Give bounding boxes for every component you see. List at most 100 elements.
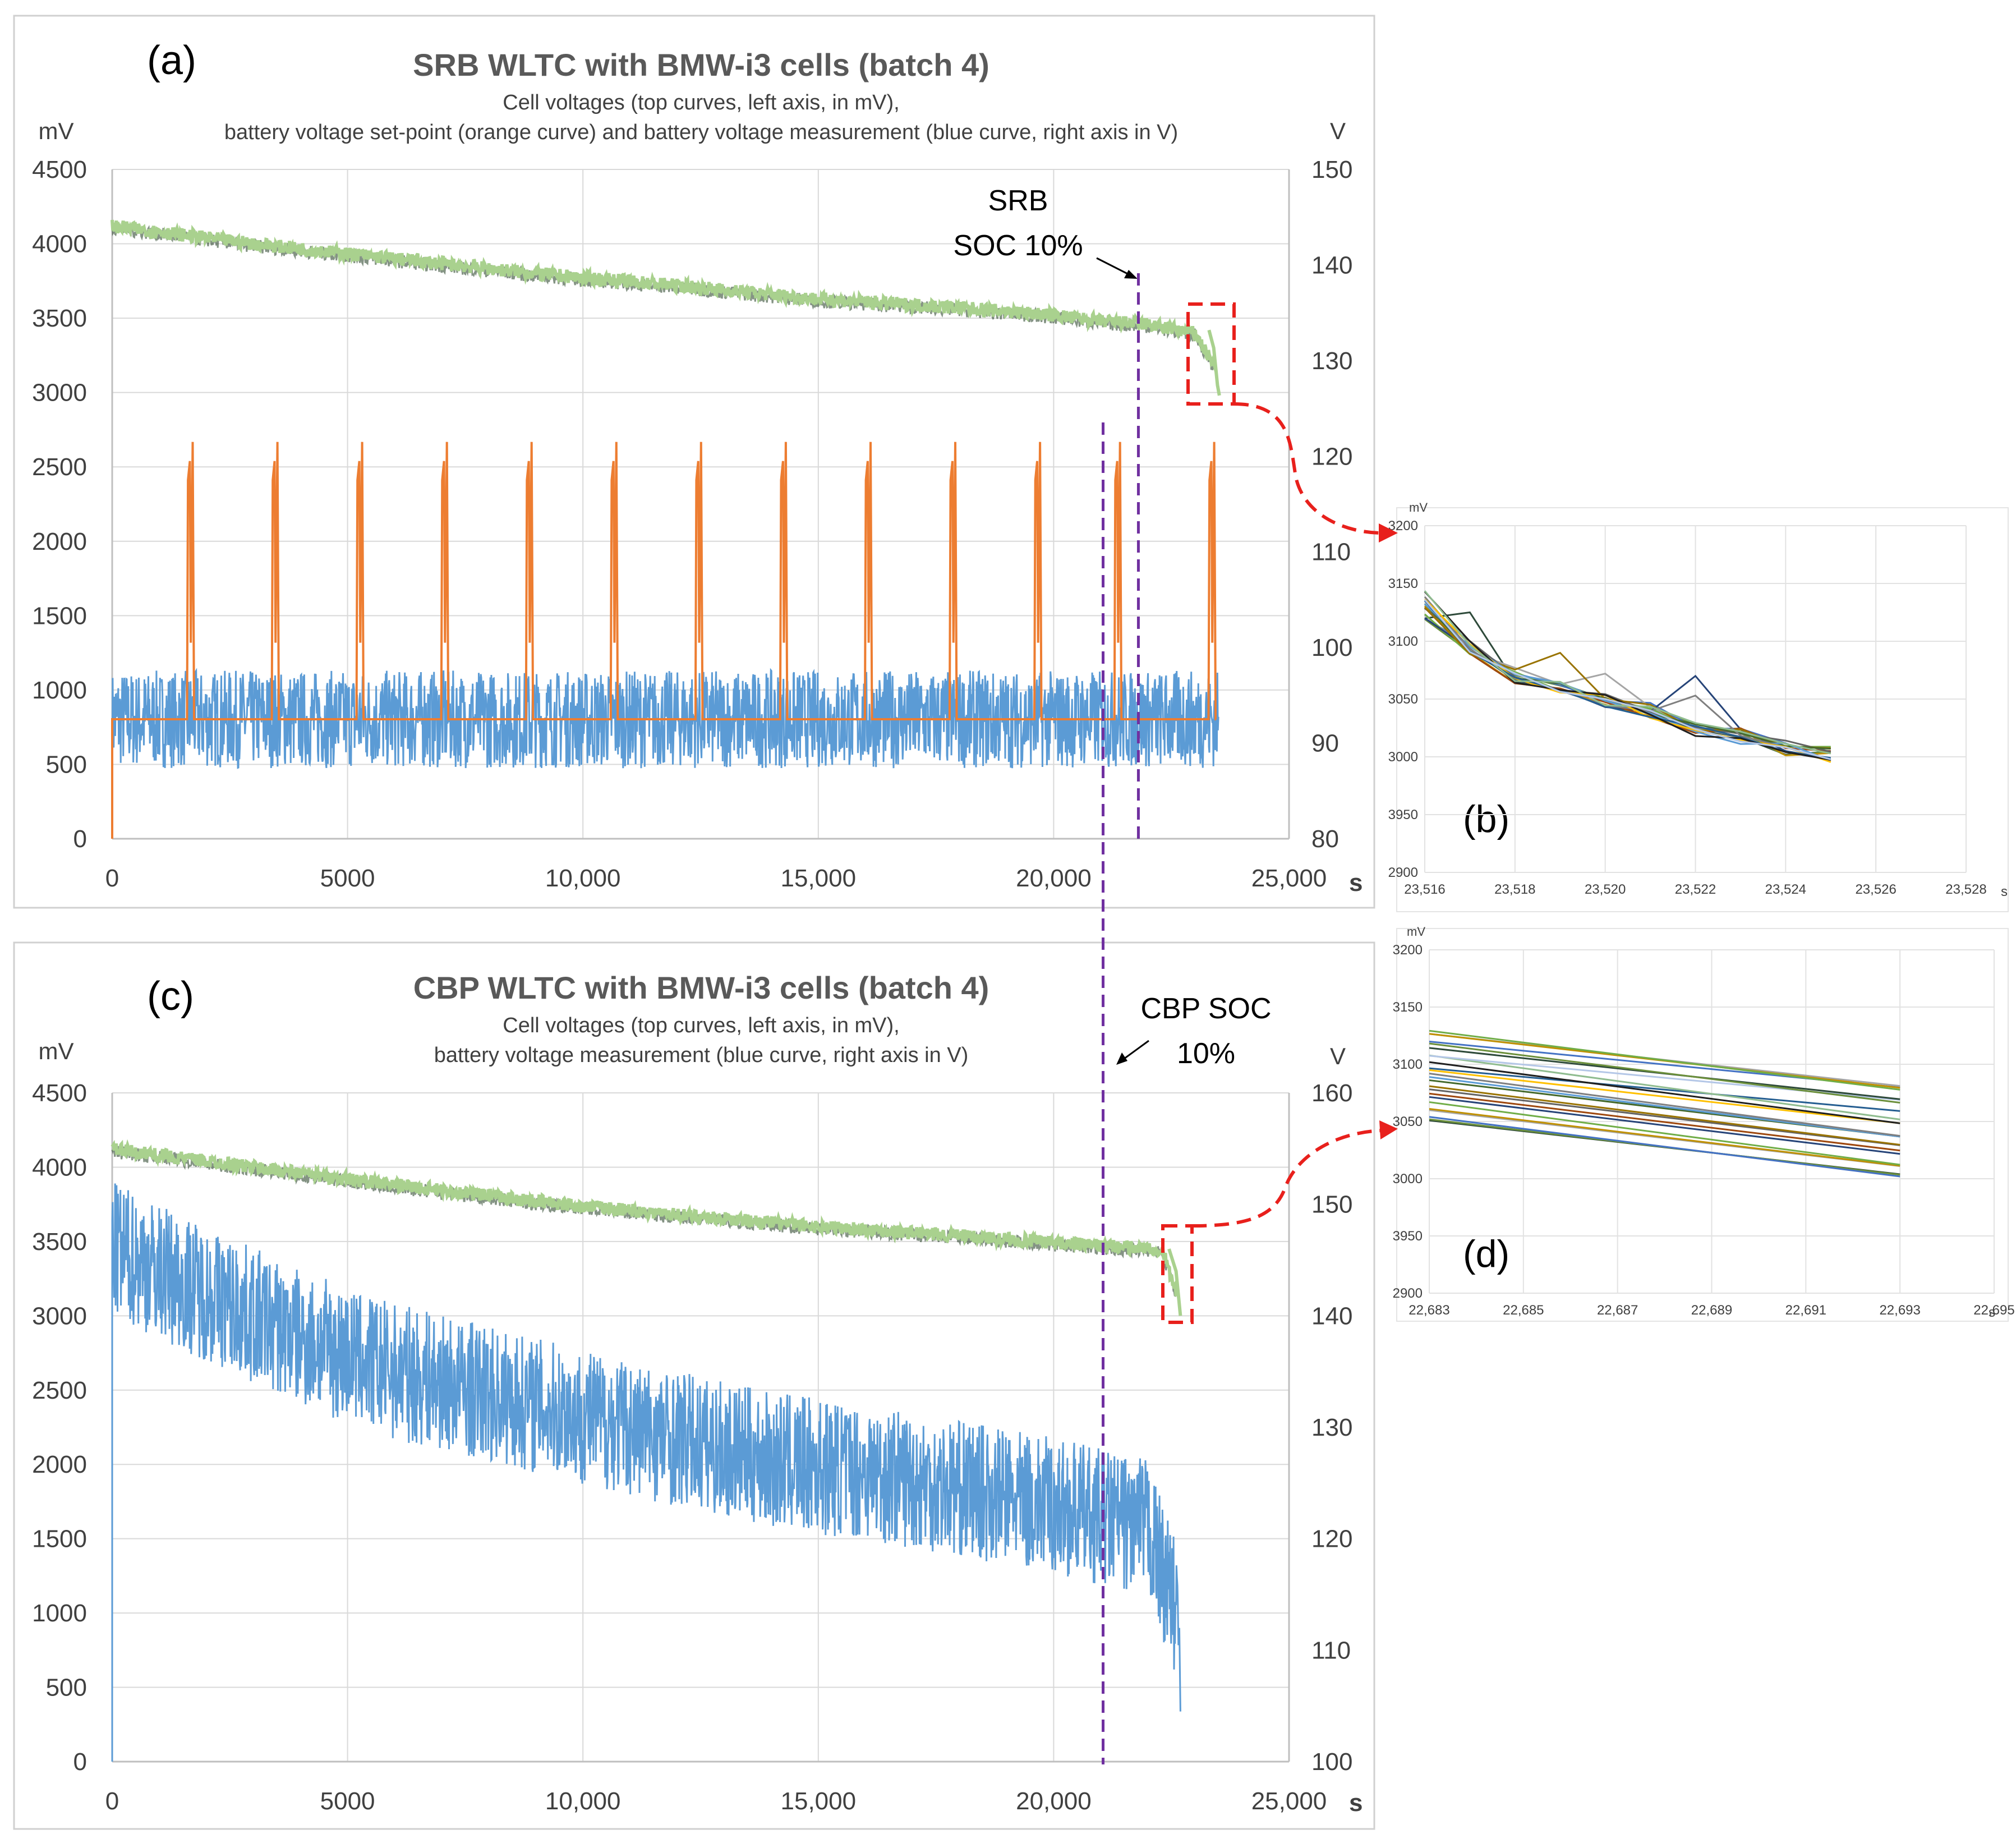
- panel-a-title: SRB WLTC with BMW-i3 cells (batch 4): [413, 47, 989, 82]
- inset-d-cell-series: [1429, 1069, 1900, 1124]
- zoom-connector-a: [1233, 402, 1383, 535]
- inset-d-cell-series: [1429, 1067, 1900, 1112]
- panel-c-y2axis: 100 110 120 130 140 150 160: [1311, 1079, 1352, 1776]
- inset-xtick-label: 23,520: [1585, 882, 1626, 897]
- ytick-label: 500: [46, 1674, 87, 1702]
- inset-ytick-label: 3200: [1393, 943, 1423, 958]
- panel-b-ylabel: mV: [1409, 500, 1428, 514]
- panel-d-xaxis: 22,683 22,685 22,687 22,689 22,691 22,693 22,6…: [1409, 1303, 2014, 1318]
- inset-xtick-label: 23,526: [1855, 882, 1896, 897]
- panel-b-label: (b): [1463, 798, 1509, 840]
- panel-d-plot: [1429, 1029, 1900, 1178]
- cbp-soc-label-2: 10%: [1177, 1037, 1235, 1070]
- inset-ytick-label: 3150: [1393, 1000, 1423, 1015]
- inset-d-cell-series: [1429, 1096, 1900, 1155]
- ytick-label: 500: [46, 751, 87, 778]
- battery-measurement-series-a: [111, 668, 1219, 769]
- xtick-label: 25,000: [1251, 1787, 1327, 1815]
- panel-a-plot: [111, 219, 1221, 839]
- inset-xtick-label: 22,683: [1409, 1303, 1449, 1318]
- panel-c-yaxis: 0 500 1000 1500 2000 2500 3000 3500 4000 4500: [32, 1079, 87, 1776]
- xtick-label: 20,000: [1016, 1787, 1092, 1815]
- panel-a: (a) SRB WLTC with BMW-i3 cells (batch 4)…: [13, 15, 1375, 909]
- ytick-label: 0: [73, 1748, 87, 1776]
- panel-c-plot: [111, 1139, 1182, 1762]
- y2tick-label: 130: [1311, 347, 1352, 375]
- inset-xtick-label: 23,522: [1675, 882, 1716, 897]
- ytick-label: 2000: [32, 528, 87, 555]
- zoom-box-a: [1186, 302, 1236, 406]
- inset-ytick-label: 2900: [1388, 865, 1418, 880]
- srb-soc-label-2: SOC 10%: [953, 229, 1083, 262]
- cell-voltage-series-a: [111, 219, 1218, 372]
- y2tick-label: 140: [1311, 1302, 1352, 1330]
- inset-ytick-label: 3100: [1393, 1057, 1423, 1072]
- srb-soc-arrowhead: [1124, 270, 1138, 279]
- y2tick-label: 150: [1311, 156, 1352, 183]
- panel-d-yaxis: 2900 3950 3000 3050 3100 3150 3200: [1393, 943, 1423, 1301]
- ytick-label: 1500: [32, 1525, 87, 1553]
- ytick-label: 3000: [32, 379, 87, 407]
- inset-d-cell-series: [1429, 1072, 1900, 1137]
- panel-c-ylabel: mV: [39, 1038, 74, 1064]
- y2tick-label: 130: [1311, 1414, 1352, 1441]
- panel-c-title: CBP WLTC with BMW-i3 cells (batch 4): [413, 970, 989, 1005]
- y2tick-label: 80: [1311, 825, 1339, 853]
- ytick-label: 2500: [32, 1377, 87, 1404]
- ytick-label: 1000: [32, 1599, 87, 1627]
- inset-ytick-label: 3050: [1393, 1114, 1423, 1129]
- panel-c-xaxis: 0 5000 10,000 15,000 20,000 25,000: [105, 1787, 1327, 1815]
- zoom-arrowhead-c: [1379, 1120, 1398, 1139]
- inset-ytick-label: 3050: [1388, 692, 1418, 707]
- panel-a-label: (a): [147, 38, 196, 83]
- panel-d-ylabel: mV: [1407, 925, 1425, 939]
- y2tick-label: 100: [1311, 1748, 1352, 1776]
- srb-soc-label-1: SRB: [988, 185, 1048, 217]
- xtick-label: 5000: [320, 1787, 375, 1815]
- y2tick-label: 140: [1311, 251, 1352, 279]
- xtick-label: 15,000: [781, 1787, 857, 1815]
- inset-ytick-label: 3950: [1388, 807, 1418, 822]
- panel-b-frame: [1396, 507, 2009, 912]
- panel-b-xaxis: 23,516 23,518 23,520 23,522 23,524 23,526 23,5…: [1404, 882, 1986, 897]
- panel-a-yaxis: 0 500 1000 1500 2000 2500 3000 3500 4000 4500: [32, 156, 87, 853]
- panel-a-y2axis: 80 90 100 110 120 130 140 150: [1311, 156, 1352, 853]
- inset-xtick-label: 22,693: [1879, 1303, 1920, 1318]
- panel-c-xunit: s: [1349, 1789, 1363, 1817]
- inset-xtick-label: 23,516: [1404, 882, 1445, 897]
- inset-xtick-label: 22,689: [1691, 1303, 1732, 1318]
- panel-a-subtitle-2: battery voltage set-point (orange curve)…: [224, 121, 1178, 144]
- xtick-label: 15,000: [781, 865, 857, 892]
- zoom-markers: [1161, 302, 1398, 1324]
- panel-d: mV s (d) 2900 3950 3000 3050 3100 3150 3200 22…: [1393, 925, 2015, 1322]
- inset-ytick-label: 3150: [1388, 576, 1418, 591]
- panel-a-frame: [13, 15, 1375, 909]
- inset-d-cell-series: [1429, 1101, 1900, 1166]
- ytick-label: 1000: [32, 677, 87, 704]
- battery-measurement-series-c: [111, 1183, 1181, 1762]
- xtick-label: 20,000: [1016, 865, 1092, 892]
- y2tick-label: 120: [1311, 1525, 1352, 1553]
- inset-xtick-label: 23,528: [1945, 882, 1986, 897]
- setpoint-series: [111, 442, 1217, 839]
- ytick-label: 3000: [32, 1302, 87, 1330]
- zoom-arrowhead-a: [1379, 523, 1398, 543]
- y2tick-label: 90: [1311, 730, 1339, 757]
- inset-xtick-label: 22,695: [1973, 1303, 2014, 1318]
- xtick-label: 0: [105, 865, 119, 892]
- xtick-label: 25,000: [1251, 865, 1327, 892]
- inset-d-cell-series: [1429, 1116, 1900, 1178]
- panel-a-y2label: V: [1330, 118, 1346, 144]
- inset-d-cell-series: [1429, 1092, 1900, 1152]
- ytick-label: 4000: [32, 231, 87, 258]
- xtick-label: 0: [105, 1787, 119, 1815]
- y2tick-label: 120: [1311, 443, 1352, 470]
- ytick-label: 2500: [32, 453, 87, 481]
- ytick-label: 2000: [32, 1451, 87, 1478]
- panel-a-xaxis: 0 5000 10,000 15,000 20,000 25,000: [105, 865, 1327, 892]
- panel-c: (c) CBP WLTC with BMW-i3 cells (batch 4)…: [13, 941, 1375, 1830]
- inset-ytick-label: 3000: [1388, 750, 1418, 765]
